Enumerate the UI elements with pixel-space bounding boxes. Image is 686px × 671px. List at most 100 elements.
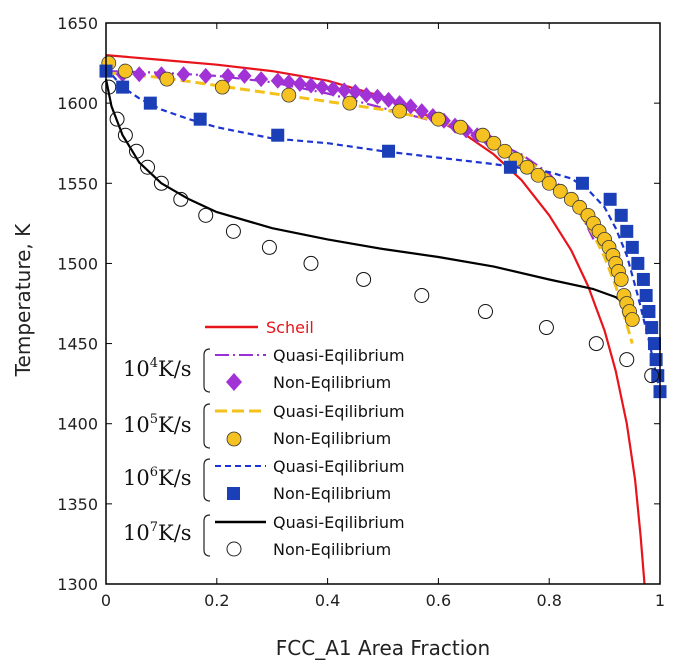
legend-label-non-1e6: Non-Eqilibrium bbox=[273, 484, 391, 503]
marker-diamond bbox=[270, 72, 285, 89]
marker-circle-filled bbox=[613, 272, 629, 287]
legend-label-non-1e5: Non-Eqilibrium bbox=[273, 429, 391, 448]
marker-square bbox=[382, 144, 396, 158]
marker-square bbox=[639, 288, 653, 302]
legend-bracket-1e5 bbox=[203, 403, 211, 449]
x-tick-label: 0.2 bbox=[204, 591, 229, 610]
marker-square bbox=[647, 337, 661, 351]
marker-circle-filled bbox=[541, 175, 557, 191]
marker-circle-open bbox=[588, 336, 604, 352]
y-tick-label: 1650 bbox=[57, 14, 98, 33]
marker-diamond bbox=[220, 67, 235, 84]
marker-circle-filled bbox=[342, 95, 358, 111]
marker-circle-filled bbox=[117, 63, 133, 79]
marker-circle-open bbox=[303, 255, 319, 271]
marker-circle-open bbox=[356, 271, 372, 287]
marker-circle-open bbox=[644, 368, 660, 384]
marker-square bbox=[651, 369, 665, 383]
marker-circle-open bbox=[619, 352, 635, 368]
y-tick-label: 1350 bbox=[57, 495, 98, 514]
plot-frame bbox=[105, 22, 661, 585]
marker-diamond bbox=[254, 71, 269, 88]
marker-square bbox=[193, 112, 207, 126]
y-tick-label: 1300 bbox=[57, 575, 98, 594]
legend-marker-open-circle-1e7 bbox=[226, 541, 242, 557]
x-tick-label: 0 bbox=[101, 591, 111, 610]
legend-label-quasi-1e7: Quasi-Eqilibrium bbox=[273, 513, 405, 532]
marker-circle-open bbox=[225, 223, 241, 239]
legend-label-quasi-1e5: Quasi-Eqilibrium bbox=[273, 402, 405, 421]
x-tick-label: 0.6 bbox=[426, 591, 451, 610]
marker-circle-open bbox=[414, 287, 430, 303]
marker-diamond bbox=[132, 66, 147, 83]
legend-rate-1e5: 105K/s bbox=[123, 412, 192, 437]
legend-bracket-1e4 bbox=[203, 348, 211, 393]
series-line-4 bbox=[104, 78, 628, 306]
legend-rate-1e4: 104K/s bbox=[123, 356, 192, 381]
marker-circle-open bbox=[101, 79, 117, 95]
legend-label-scheil: Scheil bbox=[266, 318, 314, 337]
marker-square bbox=[503, 160, 517, 174]
marker-circle-filled bbox=[486, 135, 502, 151]
marker-circle-filled bbox=[497, 143, 513, 159]
marker-diamond bbox=[198, 67, 213, 84]
marker-circle-open bbox=[538, 320, 554, 336]
legend-bracket-1e6 bbox=[203, 458, 211, 502]
marker-square bbox=[143, 96, 157, 110]
marker-circle-open bbox=[117, 127, 133, 143]
legend-marker-square-1e6 bbox=[227, 487, 240, 500]
marker-square bbox=[625, 240, 639, 254]
marker-diamond bbox=[237, 67, 252, 84]
x-tick-label: 0.4 bbox=[315, 591, 340, 610]
marker-circle-open bbox=[128, 143, 144, 159]
marker-circle-filled bbox=[530, 167, 546, 183]
marker-diamond bbox=[403, 98, 418, 115]
legend-label-quasi-1e4: Quasi-Eqilibrium bbox=[273, 346, 405, 365]
marker-circle-filled bbox=[159, 71, 175, 87]
y-tick-label: 1600 bbox=[57, 94, 98, 113]
marker-circle-filled bbox=[624, 312, 640, 327]
marker-circle-filled bbox=[281, 87, 297, 103]
marker-circle-filled bbox=[214, 79, 230, 95]
marker-circle-filled bbox=[475, 127, 491, 143]
marker-square bbox=[614, 208, 628, 222]
marker-circle-open bbox=[140, 159, 156, 175]
marker-square bbox=[271, 128, 285, 142]
marker-square bbox=[631, 256, 645, 270]
marker-square bbox=[642, 305, 656, 319]
legend-rate-1e7: 107K/s bbox=[123, 520, 192, 545]
legend-label-non-1e7: Non-Eqilibrium bbox=[273, 540, 391, 559]
marker-diamond bbox=[348, 83, 363, 100]
marker-circle-open bbox=[109, 111, 125, 127]
y-axis-title: Temperature, K bbox=[11, 223, 35, 377]
marker-diamond bbox=[381, 91, 396, 108]
marker-circle-open bbox=[153, 175, 169, 191]
y-tick-label: 1500 bbox=[57, 254, 98, 273]
marker-diamond bbox=[303, 77, 318, 94]
marker-square bbox=[636, 272, 650, 286]
marker-diamond bbox=[281, 74, 296, 91]
y-tick-label: 1400 bbox=[57, 415, 98, 434]
marker-diamond bbox=[315, 79, 330, 96]
legend: Scheil 104K/s Quasi-Eqilibrium Non-Eqili… bbox=[123, 318, 405, 559]
legend-marker-diamond-1e4 bbox=[226, 373, 242, 391]
marker-square bbox=[116, 80, 130, 94]
marker-circle-open bbox=[173, 191, 189, 207]
marker-square bbox=[575, 176, 589, 190]
marker-circle-filled bbox=[430, 111, 446, 127]
marker-circle-filled bbox=[453, 119, 468, 135]
marker-square bbox=[603, 192, 617, 206]
marker-diamond bbox=[176, 66, 191, 83]
marker-circle-open bbox=[477, 304, 493, 320]
marker-diamond bbox=[414, 103, 429, 120]
legend-label-non-1e4: Non-Eqilibrium bbox=[273, 373, 391, 392]
marker-diamond bbox=[326, 80, 341, 97]
legend-label-quasi-1e6: Quasi-Eqilibrium bbox=[273, 457, 405, 476]
x-tick-label: 1 bbox=[655, 591, 665, 610]
legend-marker-circle-1e5 bbox=[226, 431, 242, 447]
legend-bracket-1e7 bbox=[203, 514, 211, 557]
series-line-3 bbox=[105, 67, 662, 392]
marker-circle-open bbox=[198, 207, 214, 223]
marker-circle-open bbox=[261, 239, 277, 255]
